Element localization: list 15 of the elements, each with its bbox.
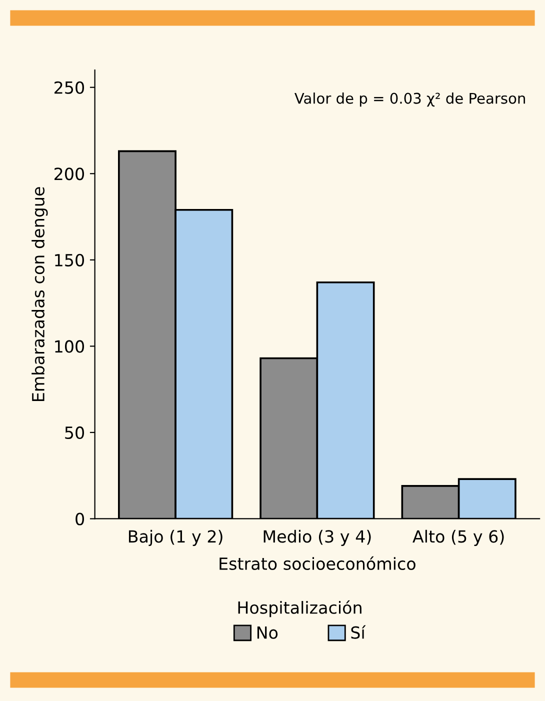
legend-title: Hospitalización [238, 600, 362, 618]
x-tick-label: Alto (5 y 6) [412, 530, 504, 546]
legend-label: No [257, 626, 278, 639]
y-tick-label: 200 [54, 168, 84, 180]
x-tick-label: Medio (3 y 4) [264, 530, 371, 546]
y-tick-label: 250 [54, 81, 84, 94]
y-tick-label: 100 [55, 340, 84, 353]
y-tick-label: 0 [76, 512, 84, 526]
y-axis-title: Embarazadas con dengue [32, 187, 48, 401]
y-tick-label: 50 [65, 426, 84, 440]
y-tick-label: 150 [55, 254, 84, 266]
x-tick-label: Bajo (1 y 2) [128, 530, 222, 546]
legend-label: Sí [351, 625, 366, 639]
x-axis-title: Estrato socioeconómico [220, 556, 416, 570]
annotation: Valor de p = 0.03 χ² de Pearson [294, 92, 525, 107]
